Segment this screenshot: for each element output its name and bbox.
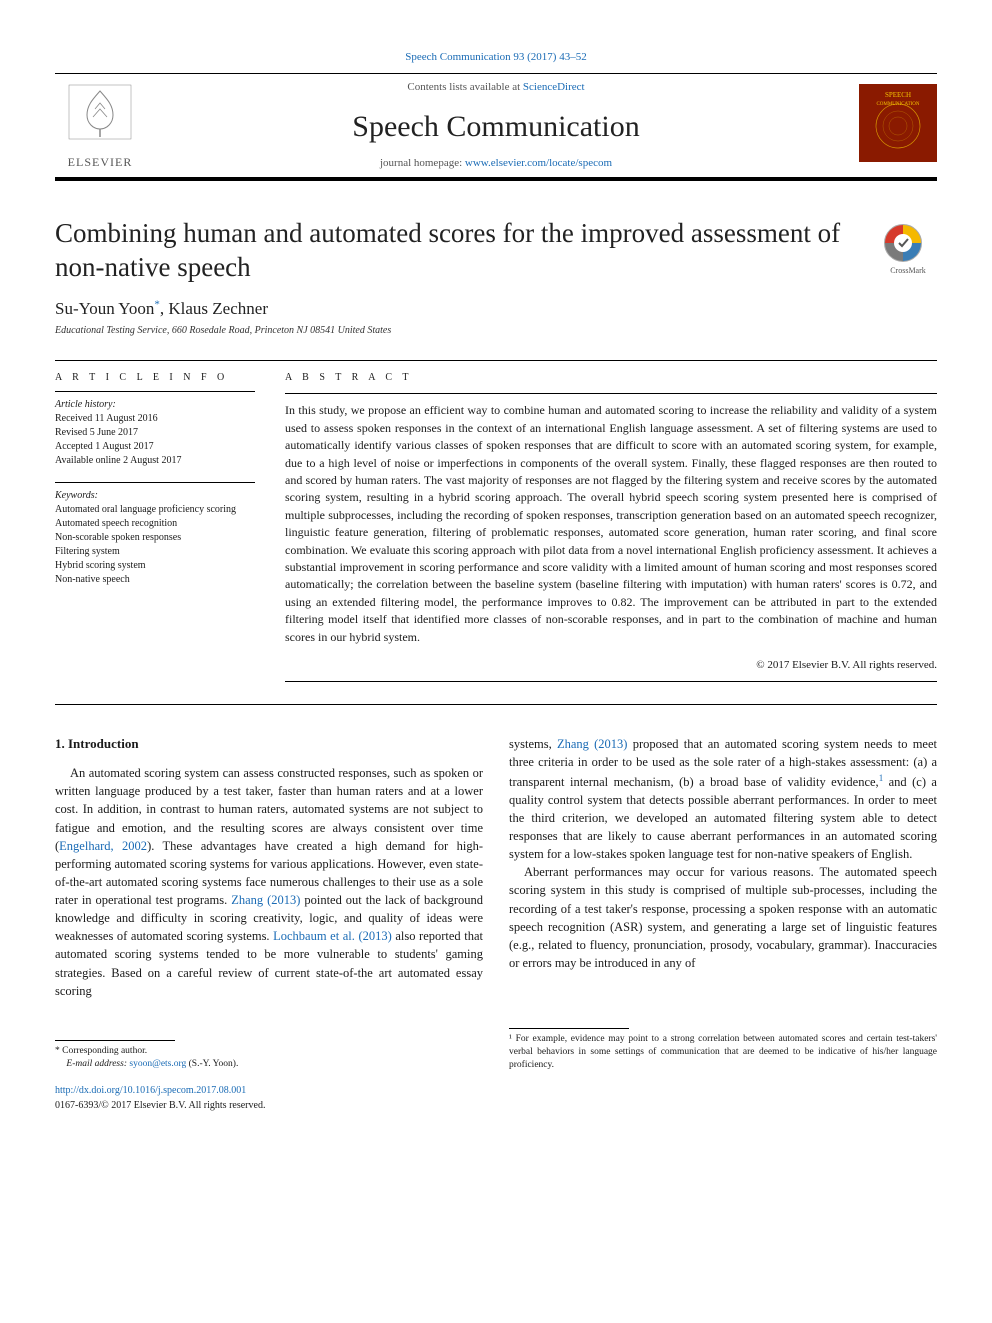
journal-header: ELSEVIER Contents lists available at Sci… (55, 73, 937, 181)
journal-cover-thumbnail: SPEECH COMMUNICATION (847, 84, 937, 167)
body-column-left: 1. Introduction An automated scoring sys… (55, 735, 483, 1113)
top-citation: Speech Communication 93 (2017) 43–52 (55, 50, 937, 65)
divider (55, 391, 255, 392)
keyword: Automated oral language proficiency scor… (55, 503, 255, 517)
abstract-text: In this study, we propose an efficient w… (285, 402, 937, 645)
divider (55, 704, 937, 705)
keyword: Automated speech recognition (55, 517, 255, 531)
abstract-column: A B S T R A C T In this study, we propos… (285, 371, 937, 682)
journal-homepage: journal homepage: www.elsevier.com/locat… (145, 156, 847, 171)
crossmark-icon: CrossMark (879, 221, 937, 279)
elsevier-label: ELSEVIER (55, 154, 145, 171)
keywords-heading: Keywords: (55, 489, 255, 503)
issn-line: 0167-6393/© 2017 Elsevier B.V. All right… (55, 1099, 483, 1114)
divider (285, 393, 937, 394)
svg-text:SPEECH: SPEECH (885, 91, 911, 99)
history-item: Received 11 August 2016 (55, 412, 255, 426)
contents-text: Contents lists available at (407, 81, 522, 93)
body-paragraph: An automated scoring system can assess c… (55, 764, 483, 1000)
svg-text:COMMUNICATION: COMMUNICATION (876, 102, 919, 107)
svg-text:CrossMark: CrossMark (890, 266, 926, 275)
citation-link[interactable]: Engelhard, 2002 (59, 839, 147, 853)
article-info-heading: A R T I C L E I N F O (55, 371, 255, 385)
abstract-heading: A B S T R A C T (285, 371, 937, 385)
body-two-column: 1. Introduction An automated scoring sys… (55, 735, 937, 1113)
affiliation: Educational Testing Service, 660 Rosedal… (55, 324, 937, 338)
homepage-label: journal homepage: (380, 157, 465, 169)
footnote-rule (55, 1040, 175, 1041)
citation-link[interactable]: Zhang (2013) (557, 737, 628, 751)
corresponding-author-note: * Corresponding author. (55, 1045, 483, 1058)
article-title: Combining human and automated scores for… (55, 217, 867, 285)
history-item: Available online 2 August 2017 (55, 454, 255, 468)
article-info-column: A R T I C L E I N F O Article history: R… (55, 371, 255, 682)
history-item: Accepted 1 August 2017 (55, 440, 255, 454)
journal-title: Speech Communication (145, 106, 847, 148)
keyword: Hybrid scoring system (55, 559, 255, 573)
body-text: systems, (509, 737, 557, 751)
body-paragraph: systems, Zhang (2013) proposed that an a… (509, 735, 937, 863)
article-history: Article history: Received 11 August 2016… (55, 398, 255, 468)
homepage-link[interactable]: www.elsevier.com/locate/specom (465, 157, 612, 169)
keyword: Non-native speech (55, 573, 255, 587)
footnote-rule (509, 1028, 629, 1029)
abstract-copyright: © 2017 Elsevier B.V. All rights reserved… (285, 658, 937, 673)
footnotes-left: * Corresponding author. E-mail address: … (55, 1040, 483, 1071)
journal-cover-icon: SPEECH COMMUNICATION (859, 84, 937, 162)
top-citation-link[interactable]: Speech Communication 93 (2017) 43–52 (405, 51, 586, 63)
history-item: Revised 5 June 2017 (55, 426, 255, 440)
body-paragraph: Aberrant performances may occur for vari… (509, 863, 937, 972)
email-label: E-mail address: (66, 1059, 129, 1069)
elsevier-logo: ELSEVIER (55, 81, 145, 171)
crossmark-badge[interactable]: CrossMark (867, 221, 937, 284)
section-heading: 1. Introduction (55, 735, 483, 754)
authors: Su-Youn Yoon*, Klaus Zechner (55, 297, 937, 321)
keyword: Filtering system (55, 545, 255, 559)
divider (285, 681, 937, 682)
keyword: Non-scorable spoken responses (55, 531, 255, 545)
sciencedirect-link[interactable]: ScienceDirect (523, 81, 585, 93)
history-heading: Article history: (55, 398, 255, 412)
section-number: 1. (55, 736, 65, 751)
body-column-right: systems, Zhang (2013) proposed that an a… (509, 735, 937, 1113)
footnotes-right: ¹ For example, evidence may point to a s… (509, 1028, 937, 1071)
author-2: Klaus Zechner (168, 299, 268, 318)
citation-link[interactable]: Lochbaum et al. (2013) (273, 929, 392, 943)
email-link[interactable]: syoon@ets.org (129, 1059, 186, 1069)
keywords-block: Keywords: Automated oral language profic… (55, 489, 255, 587)
body-text: Aberrant performances may occur for vari… (509, 865, 937, 970)
elsevier-tree-icon (65, 81, 135, 151)
divider (55, 360, 937, 361)
contents-available: Contents lists available at ScienceDirec… (145, 80, 847, 95)
citation-link[interactable]: Zhang (2013) (231, 893, 300, 907)
email-line: E-mail address: syoon@ets.org (S.-Y. Yoo… (55, 1058, 483, 1071)
section-title-text: Introduction (68, 736, 139, 751)
email-suffix: (S.-Y. Yoon). (186, 1059, 238, 1069)
author-1: Su-Youn Yoon (55, 299, 154, 318)
doi-link[interactable]: http://dx.doi.org/10.1016/j.specom.2017.… (55, 1085, 246, 1096)
footnote-1: ¹ For example, evidence may point to a s… (509, 1033, 937, 1071)
doi-line: http://dx.doi.org/10.1016/j.specom.2017.… (55, 1084, 483, 1099)
divider (55, 482, 255, 483)
